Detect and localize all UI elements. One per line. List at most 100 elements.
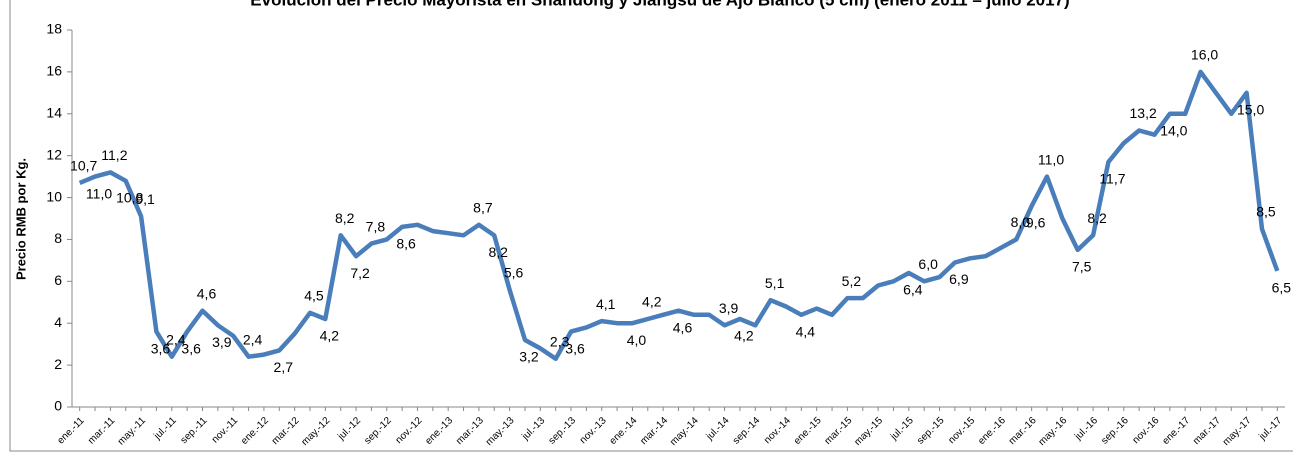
x-tick-label: may.-16 — [1037, 415, 1070, 448]
y-tick-label: 0 — [54, 398, 62, 414]
x-tick-label: nov.-16 — [1131, 415, 1162, 446]
data-label: 7,5 — [1072, 259, 1092, 275]
data-label: 5,1 — [765, 275, 785, 291]
y-tick-label: 18 — [46, 21, 62, 37]
data-label: 11,0 — [1038, 151, 1064, 167]
x-tick-label: ene.-12 — [239, 415, 271, 447]
data-label: 3,9 — [719, 300, 739, 316]
data-label: 4,5 — [304, 287, 324, 303]
x-tick-label: nov.-11 — [210, 415, 241, 446]
data-label: 2,4 — [166, 331, 186, 347]
x-tick-label: sep.-14 — [731, 415, 763, 447]
data-label: 6,0 — [918, 256, 938, 272]
data-label: 4,6 — [197, 285, 217, 301]
data-label: 6,4 — [903, 282, 923, 298]
x-tick-label: ene.-13 — [423, 415, 455, 447]
x-tick-label: mar.-16 — [1007, 415, 1039, 447]
chart-title: Evolución del Precio Mayorista en Shando… — [250, 0, 1069, 9]
data-label: 3,2 — [519, 349, 539, 365]
data-label: 14,0 — [1160, 122, 1187, 138]
x-tick-label: mar.-17 — [1191, 415, 1223, 447]
x-tick-label: jul.-15 — [888, 415, 916, 443]
data-label: 10,8 — [116, 190, 143, 206]
data-label: 4,1 — [596, 296, 616, 312]
x-tick-label: sep.-13 — [547, 415, 579, 447]
x-tick-label: nov.-13 — [578, 415, 609, 446]
x-tick-label: jul.-12 — [335, 415, 363, 443]
data-label: 5,2 — [842, 273, 862, 289]
x-tick-label: ene.-17 — [1160, 415, 1192, 447]
data-label: 11,2 — [101, 147, 127, 163]
y-axis-label: Precio RMB por Kg. — [13, 158, 28, 280]
x-tick-label: may.-14 — [668, 415, 701, 448]
x-tick-label: sep.-16 — [1099, 415, 1131, 447]
data-label: 11,0 — [86, 185, 112, 201]
x-tick-label: ene.-15 — [792, 415, 824, 447]
data-label: 8,6 — [396, 236, 416, 252]
data-label: 4,4 — [796, 324, 816, 340]
data-label: 4,2 — [642, 294, 662, 310]
data-label: 3,6 — [181, 340, 201, 356]
data-label: 3,9 — [212, 334, 232, 350]
data-label: 16,0 — [1191, 47, 1218, 63]
y-tick-label: 6 — [54, 272, 62, 288]
data-label: 9,6 — [1026, 215, 1046, 231]
x-tick-label: sep.-12 — [362, 415, 394, 447]
data-label: 6,9 — [949, 271, 969, 287]
x-tick-label: jul.-16 — [1072, 415, 1100, 443]
data-label: 4,0 — [627, 332, 647, 348]
data-label: 8,7 — [473, 199, 493, 215]
x-tick-label: jul.-11 — [152, 415, 180, 443]
x-tick-label: may.-11 — [116, 415, 149, 448]
x-tick-label: sep.-15 — [915, 415, 947, 447]
data-label: 10,7 — [70, 158, 97, 174]
chart-frame — [9, 0, 1293, 452]
x-tick-label: nov.-12 — [394, 415, 425, 446]
y-tick-label: 14 — [46, 104, 62, 120]
data-label: 8,0 — [1011, 214, 1031, 230]
data-label: 3,6 — [565, 340, 585, 356]
data-label: 8,2 — [1087, 210, 1107, 226]
data-label: 2,4 — [243, 331, 263, 347]
x-tick-label: sep.-11 — [179, 415, 210, 446]
y-tick-label: 4 — [54, 314, 62, 330]
data-label: 8,2 — [335, 210, 355, 226]
x-tick-label: jul.-14 — [704, 415, 732, 443]
y-tick-label: 10 — [46, 188, 62, 204]
x-tick-label: may.-15 — [852, 415, 885, 448]
y-tick-label: 12 — [46, 146, 62, 162]
x-tick-label: may.-17 — [1221, 415, 1254, 448]
data-label: 6,5 — [1272, 280, 1292, 296]
x-tick-label: ene.-14 — [608, 415, 640, 447]
data-label: 2,7 — [274, 359, 294, 375]
x-tick-label: mar.-15 — [823, 415, 855, 447]
x-tick-label: nov.-15 — [946, 415, 977, 446]
data-label: 11,7 — [1099, 171, 1125, 187]
x-tick-label: nov.-14 — [762, 415, 793, 446]
data-label: 15,0 — [1237, 102, 1264, 118]
x-tick-label: mar.-11 — [86, 415, 118, 447]
data-line — [78, 69, 1280, 362]
data-label: 8,2 — [489, 244, 509, 260]
data-label: 9,1 — [135, 191, 155, 207]
x-tick-label: may.-13 — [484, 415, 517, 448]
data-label: 4,2 — [734, 328, 754, 344]
data-label: 8,5 — [1256, 204, 1276, 220]
y-tick-label: 16 — [46, 63, 62, 79]
x-tick-label: mar.-14 — [638, 415, 670, 447]
x-tick-label: jul.-13 — [520, 415, 548, 443]
data-label: 4,2 — [320, 328, 340, 344]
x-tick-label: ene.-11 — [55, 415, 87, 447]
data-label: 7,2 — [350, 265, 370, 281]
data-label: 4,6 — [673, 319, 693, 335]
x-tick-label: mar.-13 — [454, 415, 486, 447]
data-label: 7,8 — [366, 218, 386, 234]
y-tick-label: 2 — [54, 356, 62, 372]
x-tick-label: mar.-12 — [270, 415, 302, 447]
x-tick-label: may.-12 — [300, 415, 333, 448]
data-label: 13,2 — [1130, 105, 1157, 121]
x-tick-label: ene.-16 — [976, 415, 1008, 447]
y-tick-label: 8 — [54, 230, 62, 246]
data-label: 2,3 — [550, 334, 570, 350]
